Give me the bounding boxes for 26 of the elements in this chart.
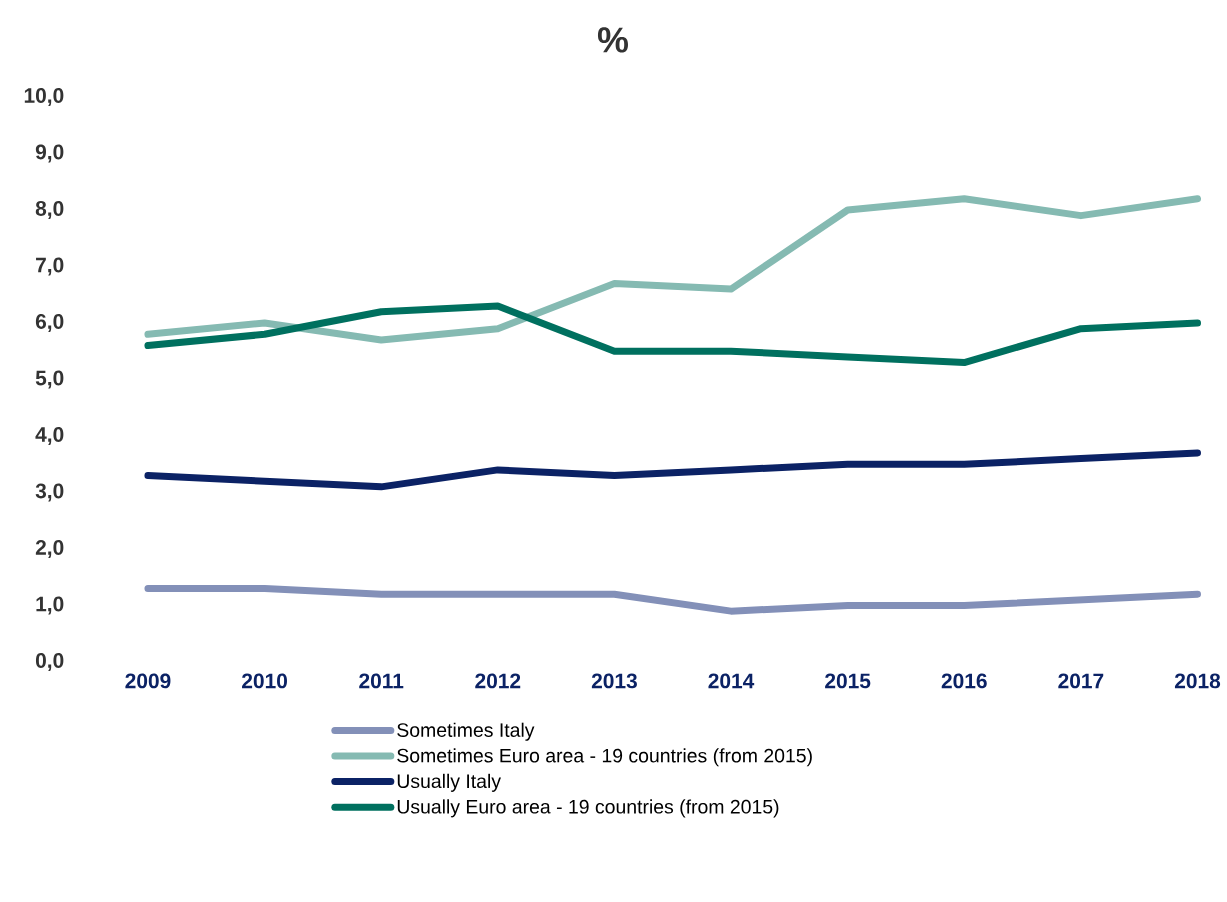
- chart-title: %: [597, 27, 628, 53]
- legend-label: Usually Euro area - 19 countries (from 2015): [397, 799, 779, 818]
- y-tick-label: 8,0: [35, 201, 64, 219]
- y-tick-label: 7,0: [36, 257, 64, 276]
- y-tick-label: 2,0: [35, 540, 64, 558]
- x-tick-label: 2017: [1058, 673, 1104, 689]
- x-tick-label: 2012: [475, 673, 521, 689]
- y-tick-label: 0,0: [35, 653, 64, 671]
- y-tick-label: 9,0: [35, 144, 64, 163]
- x-tick-label: 2013: [591, 673, 637, 689]
- x-tick-label: 2018: [1174, 673, 1221, 689]
- y-tick-label: 5,0: [35, 370, 64, 389]
- x-tick-label: 2011: [359, 673, 404, 689]
- legend-label: Sometimes Euro area - 19 countries (from 2015): [397, 748, 812, 767]
- x-tick-label: 2009: [125, 673, 171, 689]
- y-tick-label: 1,0: [36, 596, 64, 615]
- legend-label: Usually Italy: [397, 773, 501, 792]
- y-tick-label: 6,0: [35, 314, 64, 332]
- x-tick-label: 2010: [242, 673, 287, 689]
- x-tick-label: 2016: [941, 673, 987, 689]
- x-tick-label: 2015: [825, 673, 871, 689]
- y-tick-label: 10,0: [24, 88, 64, 106]
- x-tick-label: 2014: [708, 673, 755, 689]
- legend-label: Sometimes Italy: [397, 722, 535, 741]
- y-tick-label: 3,0: [35, 483, 64, 502]
- y-tick-label: 4,0: [35, 427, 64, 445]
